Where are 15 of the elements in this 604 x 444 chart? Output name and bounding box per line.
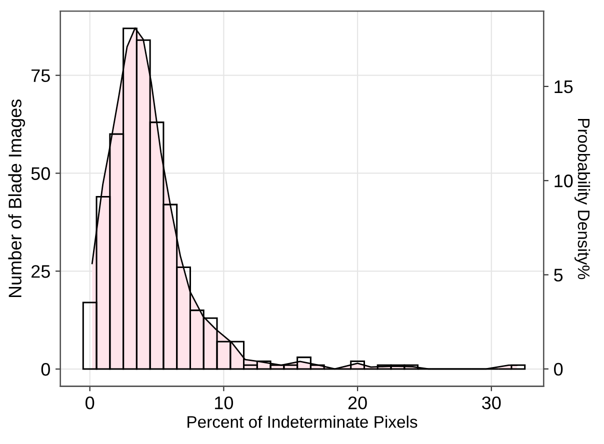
y-tick-label: 50: [31, 167, 50, 180]
y-tick-label: 25: [32, 265, 50, 278]
y-tick-label: 75: [32, 69, 50, 82]
y-axis-title: Number of Blade Images: [8, 99, 26, 298]
y2-tick-label: 0: [554, 362, 563, 376]
x-tick-label: 30: [482, 396, 501, 410]
y2-axis-title: Proobability Density%: [574, 119, 590, 280]
x-tick-label: 10: [215, 396, 234, 410]
y2-tick-label: 10: [554, 174, 573, 188]
y2-tick-label: 5: [554, 268, 563, 282]
y-tick-label: 0: [41, 362, 50, 376]
x-tick-label: 20: [348, 396, 367, 410]
x-axis-title: Percent of Indeterminate Pixels: [188, 416, 418, 428]
x-tick-label: 0: [86, 396, 94, 410]
y2-tick-label: 15: [554, 80, 573, 94]
